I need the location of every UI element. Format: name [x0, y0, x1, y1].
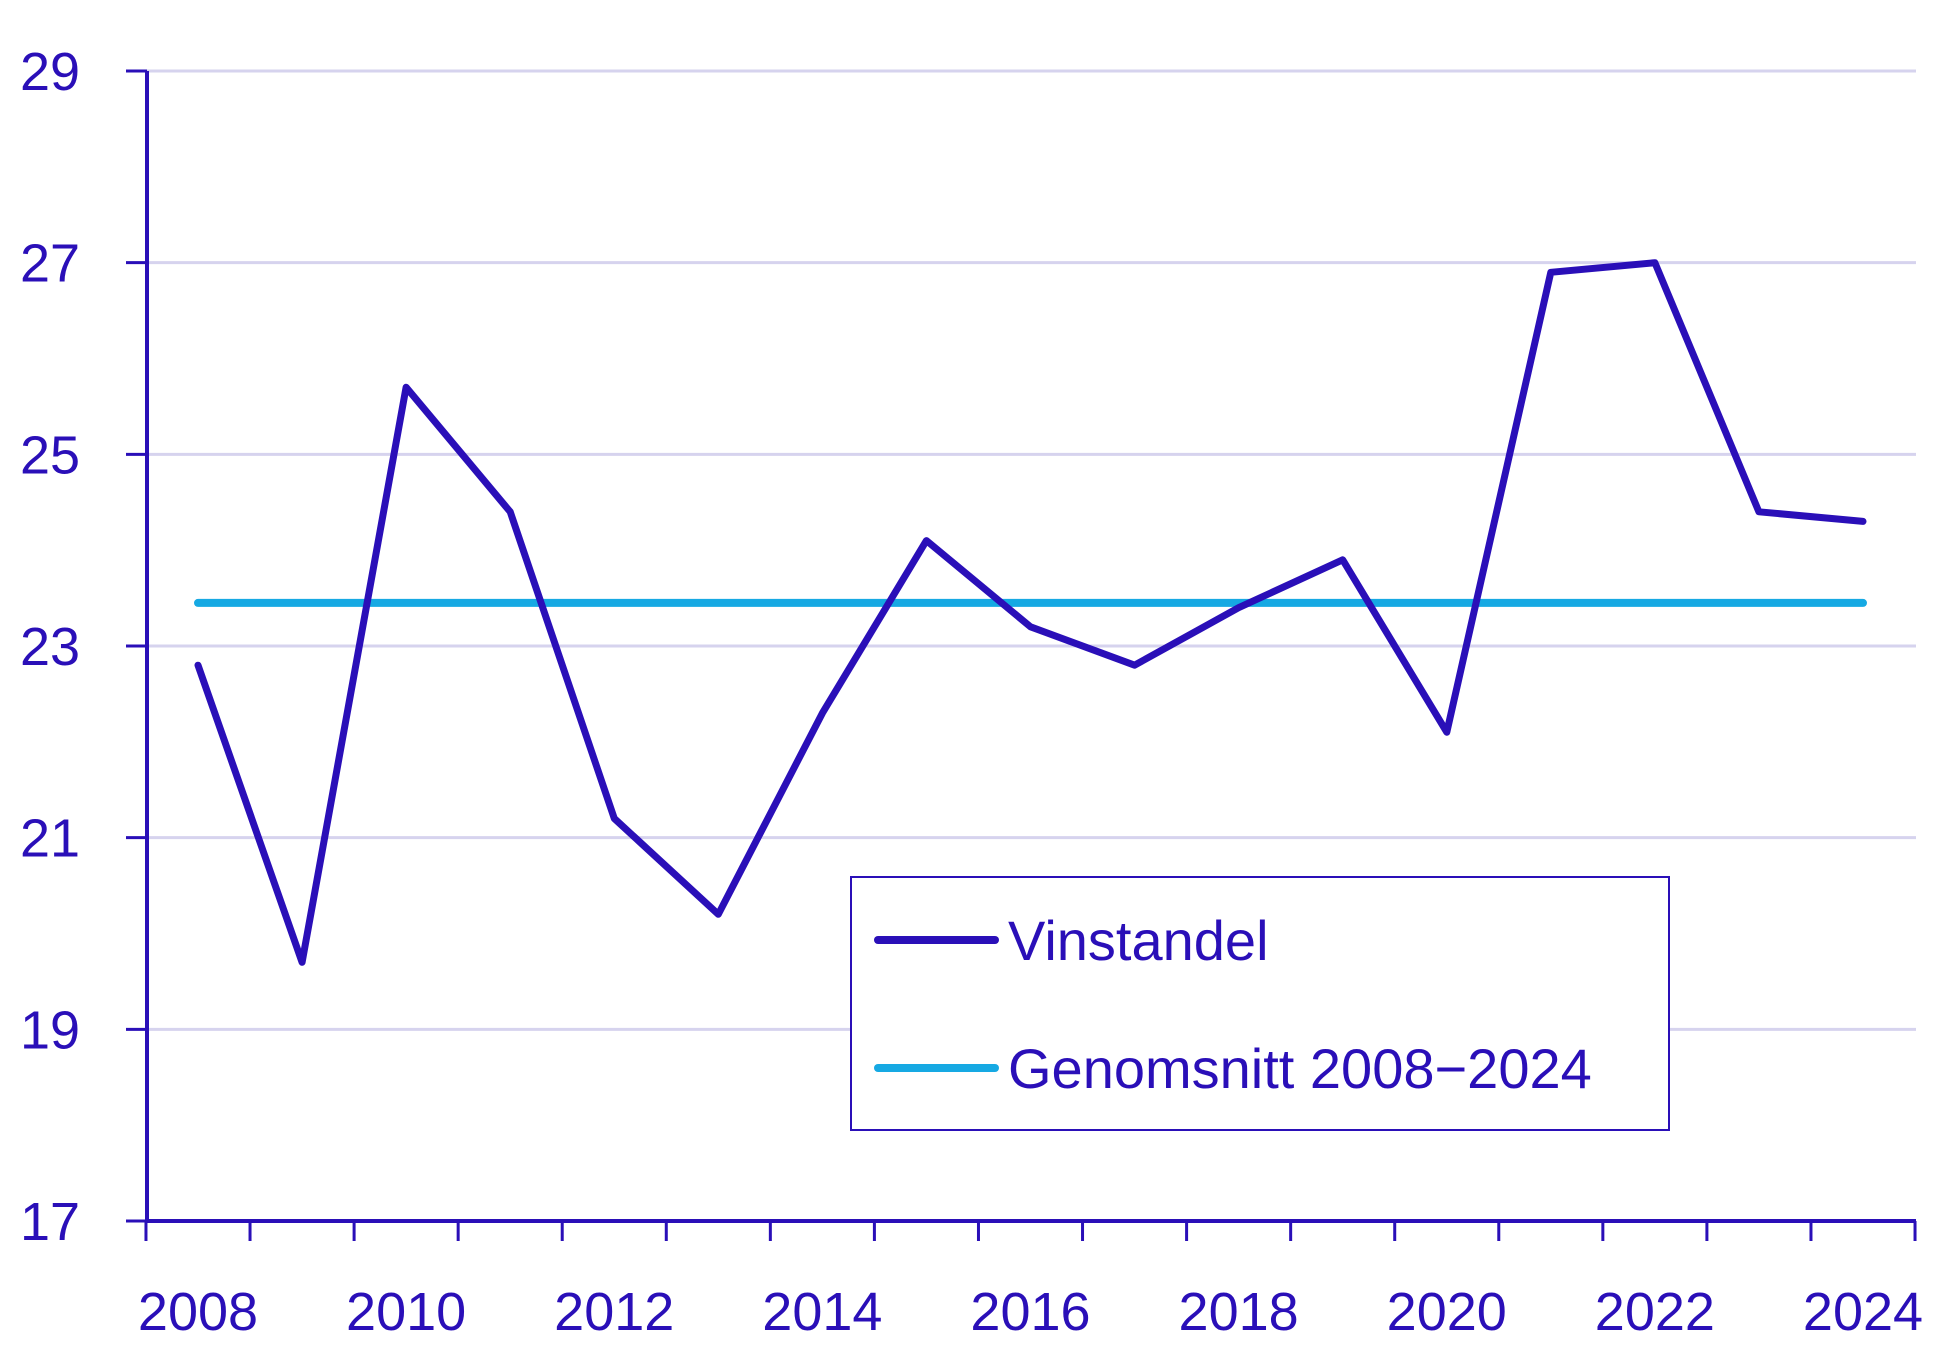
x-tick-label: 2010	[346, 1282, 466, 1342]
legend-box	[850, 876, 1670, 1131]
y-tick-label: 27	[20, 234, 80, 294]
y-tick-label: 25	[20, 425, 80, 485]
y-tick-label: 19	[20, 1000, 80, 1060]
x-tick-label: 2012	[554, 1282, 674, 1342]
legend-label: Vinstandel	[1008, 909, 1269, 972]
y-tick-label: 21	[20, 809, 80, 869]
series-lines	[194, 259, 1867, 966]
y-tick-label: 17	[20, 1192, 80, 1252]
axes: 17 19 21 23 25 27 29 2008 2010 2012 2014 2016 2018 20…	[20, 42, 1923, 1342]
x-tick-label: 2016	[970, 1282, 1090, 1342]
series-line-vinstandel	[194, 259, 1867, 966]
legend: Vinstandel Genomsnitt 2008−2024	[850, 876, 1670, 1131]
y-tick-label: 23	[20, 617, 80, 677]
x-tick-label: 2022	[1595, 1282, 1715, 1342]
legend-label: Genomsnitt 2008−2024	[1008, 1037, 1592, 1100]
x-tick-label: 2018	[1179, 1282, 1299, 1342]
x-tick-label: 2024	[1803, 1282, 1923, 1342]
y-tick-label: 29	[20, 42, 80, 102]
x-tick-label: 2014	[762, 1282, 882, 1342]
x-tick-label: 2020	[1387, 1282, 1507, 1342]
x-tick-label: 2008	[138, 1282, 258, 1342]
